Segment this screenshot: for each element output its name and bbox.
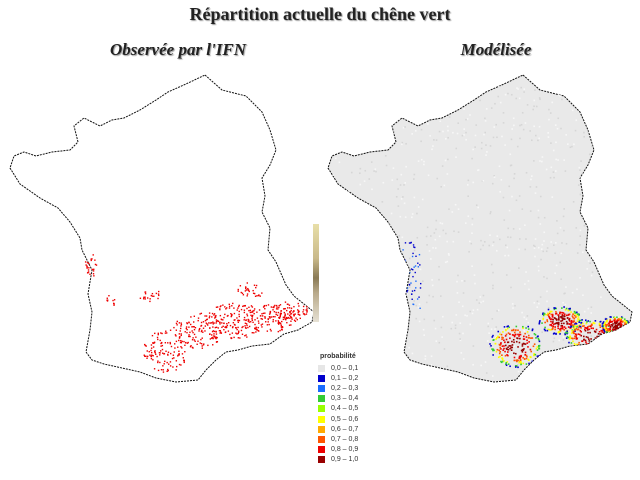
legend-swatch bbox=[318, 405, 325, 413]
france-outline-observed bbox=[9, 74, 315, 383]
france-outline-modeled bbox=[327, 74, 633, 383]
legend-item: 0,3 – 0,4 bbox=[318, 394, 398, 404]
legend-label: 0,6 – 0,7 bbox=[331, 425, 359, 433]
subtitle-observed: Observée par l'IFN bbox=[110, 40, 246, 59]
legend-item: 0,8 – 0,9 bbox=[318, 445, 398, 455]
legend-swatch bbox=[318, 374, 325, 382]
legend-title: probabilité bbox=[320, 353, 356, 360]
legend-swatch bbox=[318, 384, 325, 392]
legend-swatch bbox=[318, 446, 325, 454]
legend-swatch bbox=[318, 456, 325, 464]
legend-label: 0,2 – 0,3 bbox=[331, 384, 359, 392]
legend-label: 0,9 – 1,0 bbox=[331, 456, 359, 464]
legend-item: 0,9 – 1,0 bbox=[318, 455, 398, 465]
legend-label: 0,8 – 0,9 bbox=[331, 446, 359, 454]
map-title: Répartition actuelle du chêne vert bbox=[189, 4, 451, 24]
legend-item: 0,7 – 0,8 bbox=[318, 434, 398, 444]
map-modeled bbox=[327, 74, 633, 383]
elevation-scalebar bbox=[313, 224, 319, 322]
legend-swatch bbox=[318, 395, 325, 403]
legend-label: 0,0 – 0,1 bbox=[331, 364, 359, 372]
legend-label: 0,3 – 0,4 bbox=[331, 395, 359, 403]
map-observed bbox=[9, 74, 315, 383]
legend-item: 0,2 – 0,3 bbox=[318, 383, 398, 393]
legend-label: 0,7 – 0,8 bbox=[331, 435, 359, 443]
legend-label: 0,4 – 0,5 bbox=[331, 405, 359, 413]
legend-label: 0,1 – 0,2 bbox=[331, 374, 359, 382]
legend-item: 0,1 – 0,2 bbox=[318, 373, 398, 383]
legend-swatch bbox=[318, 425, 325, 433]
legend-swatch bbox=[318, 364, 325, 372]
legend-item: 0,6 – 0,7 bbox=[318, 424, 398, 434]
legend-item: 0,5 – 0,6 bbox=[318, 414, 398, 424]
legend-item: 0,0 – 0,1 bbox=[318, 363, 398, 373]
subtitle-modeled: Modélisée bbox=[460, 40, 532, 59]
probability-legend: probabilité 0,0 – 0,1 0,1 – 0,2 0,2 – 0,3 0… bbox=[318, 353, 398, 465]
legend-label: 0,5 – 0,6 bbox=[331, 415, 359, 423]
legend-swatch bbox=[318, 415, 325, 423]
legend-item: 0,4 – 0,5 bbox=[318, 404, 398, 414]
legend-swatch bbox=[318, 435, 325, 443]
observed-presence-dots bbox=[84, 254, 308, 373]
